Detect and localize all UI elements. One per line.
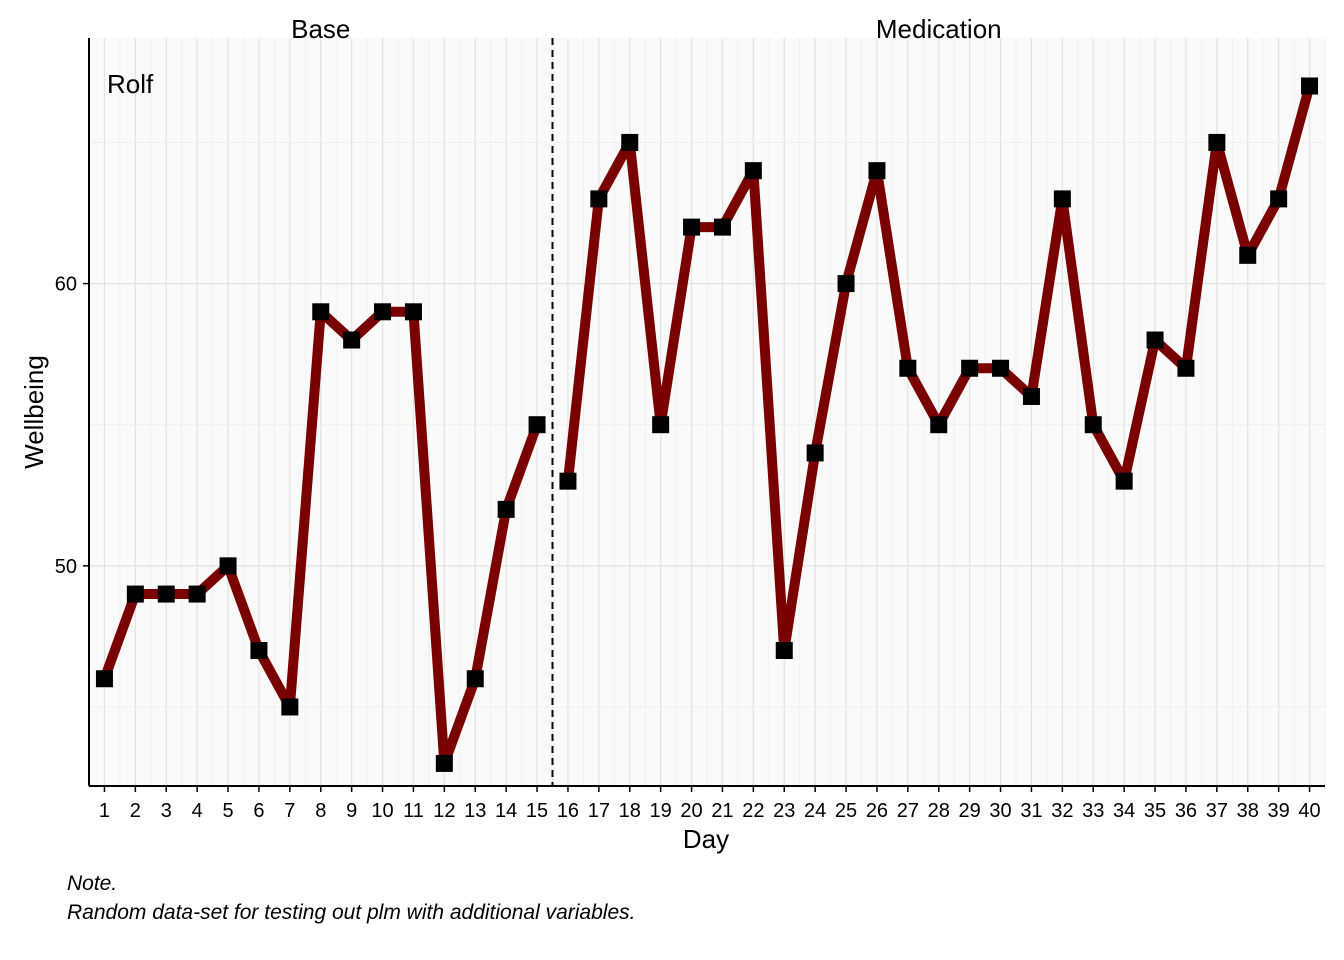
- data-point: [1208, 133, 1226, 151]
- x-axis-ticks: 1 2 3 4 5 6 7 8 9 10 11 12 13 14 15 16 17 18 19 20 21 22 23 24 2…: [99, 786, 1321, 822]
- x-tick-label: 16: [557, 800, 579, 822]
- x-tick-label: 34: [1113, 800, 1135, 822]
- y-axis-label: Wellbeing: [19, 355, 49, 469]
- x-tick-label: 23: [773, 800, 795, 822]
- data-point: [806, 444, 824, 462]
- x-tick-label: 38: [1237, 800, 1259, 822]
- data-point: [157, 585, 175, 603]
- x-tick-label: 3: [161, 800, 172, 822]
- data-point: [1270, 190, 1288, 208]
- data-point: [1084, 416, 1102, 434]
- x-tick-label: 28: [928, 800, 950, 822]
- data-point: [1146, 331, 1164, 349]
- x-tick-label: 12: [433, 800, 455, 822]
- x-tick-label: 21: [711, 800, 733, 822]
- x-tick-label: 35: [1144, 800, 1166, 822]
- data-point: [744, 162, 762, 180]
- data-point: [250, 642, 268, 660]
- x-tick-label: 7: [284, 800, 295, 822]
- data-point: [713, 218, 731, 236]
- x-tick-label: 15: [526, 800, 548, 822]
- x-tick-label: 39: [1268, 800, 1290, 822]
- x-tick-label: 20: [680, 800, 702, 822]
- data-point: [188, 585, 206, 603]
- data-point: [374, 303, 392, 321]
- data-point: [1239, 246, 1257, 264]
- x-tick-label: 18: [619, 800, 641, 822]
- x-tick-label: 31: [1020, 800, 1042, 822]
- data-point: [1301, 77, 1319, 95]
- data-point: [837, 275, 855, 293]
- data-point: [466, 670, 484, 688]
- x-tick-label: 26: [866, 800, 888, 822]
- data-point: [95, 670, 113, 688]
- data-point: [1053, 190, 1071, 208]
- data-point: [868, 162, 886, 180]
- x-tick-label: 36: [1175, 800, 1197, 822]
- phase-labels: Base Medication: [291, 14, 1002, 44]
- data-point: [1115, 472, 1133, 490]
- x-tick-label: 11: [403, 800, 424, 822]
- data-point: [435, 754, 453, 772]
- x-tick-label: 2: [130, 800, 141, 822]
- x-tick-label: 17: [588, 800, 610, 822]
- data-point: [775, 642, 793, 660]
- data-point: [652, 416, 670, 434]
- data-point: [126, 585, 144, 603]
- data-point: [899, 359, 917, 377]
- x-tick-label: 25: [835, 800, 857, 822]
- x-axis-label: Day: [683, 824, 729, 854]
- data-point: [1177, 359, 1195, 377]
- data-point: [1022, 387, 1040, 405]
- x-tick-label: 13: [464, 800, 486, 822]
- data-point: [497, 500, 515, 518]
- y-axis-ticks: 50 60: [55, 274, 89, 578]
- note-title: Note.: [67, 872, 118, 895]
- x-tick-label: 24: [804, 800, 826, 822]
- x-tick-label: 37: [1206, 800, 1228, 822]
- data-point: [404, 303, 422, 321]
- data-point: [343, 331, 361, 349]
- x-tick-label: 30: [989, 800, 1011, 822]
- x-tick-label: 32: [1051, 800, 1073, 822]
- x-tick-label: 6: [253, 800, 264, 822]
- data-point: [930, 416, 948, 434]
- note-text: Random data-set for testing out plm with…: [67, 901, 636, 924]
- x-tick-label: 1: [99, 800, 110, 822]
- data-point: [992, 359, 1010, 377]
- data-point: [961, 359, 979, 377]
- x-tick-label: 22: [742, 800, 764, 822]
- data-points: [95, 77, 1319, 772]
- data-point: [621, 133, 639, 151]
- x-tick-label: 10: [371, 800, 393, 822]
- x-tick-label: 9: [346, 800, 357, 822]
- data-point: [683, 218, 701, 236]
- x-tick-label: 14: [495, 800, 517, 822]
- x-tick-label: 40: [1298, 800, 1320, 822]
- axes: [88, 38, 1325, 787]
- phase-label-base: Base: [291, 14, 350, 44]
- phase-label-medication: Medication: [876, 14, 1002, 44]
- x-tick-label: 5: [222, 800, 233, 822]
- x-tick-label: 29: [959, 800, 981, 822]
- data-point: [281, 698, 299, 716]
- x-tick-label: 8: [315, 800, 326, 822]
- y-tick-label: 60: [55, 274, 77, 296]
- data-point: [312, 303, 330, 321]
- x-tick-label: 33: [1082, 800, 1104, 822]
- y-tick-label: 50: [55, 556, 77, 578]
- data-point: [590, 190, 608, 208]
- x-tick-label: 19: [650, 800, 672, 822]
- x-tick-label: 27: [897, 800, 919, 822]
- grid-lines: [88, 38, 1326, 786]
- case-label: Rolf: [107, 69, 154, 99]
- data-point: [559, 472, 577, 490]
- data-point: [219, 557, 237, 575]
- x-tick-label: 4: [192, 800, 203, 822]
- data-point: [528, 416, 546, 434]
